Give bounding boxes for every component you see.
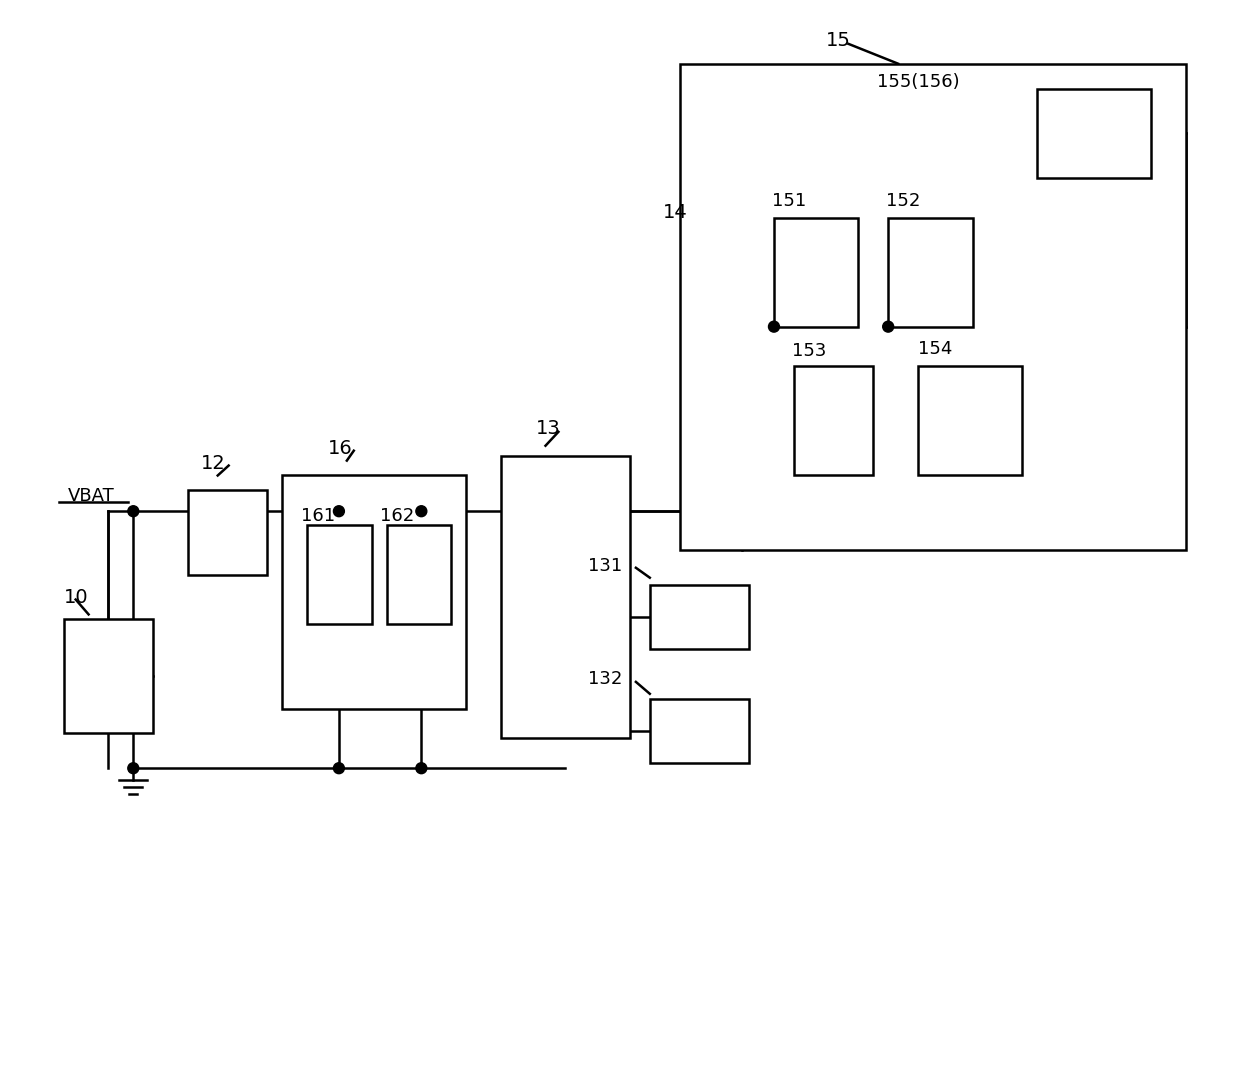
Bar (699, 237, 784, 351)
Bar (63, 619, 154, 733)
Bar (1037, 88, 1152, 178)
Circle shape (883, 321, 894, 332)
Bar (387, 526, 451, 625)
Text: 153: 153 (791, 342, 826, 361)
Circle shape (334, 506, 345, 517)
Circle shape (415, 763, 427, 773)
Text: 131: 131 (588, 557, 622, 575)
Circle shape (128, 763, 139, 773)
Bar (650, 585, 749, 649)
Text: 154: 154 (918, 340, 952, 359)
Text: VBAT: VBAT (68, 487, 115, 505)
Bar (774, 218, 858, 326)
Circle shape (128, 506, 139, 517)
Bar (501, 456, 630, 739)
Text: 15: 15 (826, 31, 851, 51)
Bar (918, 366, 1022, 475)
Text: 14: 14 (663, 204, 687, 222)
Text: 152: 152 (885, 192, 920, 210)
Text: 132: 132 (588, 670, 622, 688)
Bar (308, 526, 372, 625)
Text: 151: 151 (771, 192, 806, 210)
Text: 16: 16 (327, 439, 352, 458)
Circle shape (334, 763, 345, 773)
Bar (283, 475, 466, 709)
Text: 162: 162 (381, 507, 414, 526)
Bar (680, 64, 1187, 550)
Bar (188, 490, 268, 575)
Text: 10: 10 (63, 588, 88, 607)
Circle shape (415, 506, 427, 517)
Bar (794, 366, 873, 475)
Bar (650, 699, 749, 764)
Text: 12: 12 (201, 454, 226, 473)
Text: 161: 161 (301, 507, 335, 526)
Text: 13: 13 (536, 419, 560, 438)
Circle shape (769, 321, 780, 332)
Bar (888, 218, 972, 326)
Text: 155(156): 155(156) (877, 72, 960, 90)
